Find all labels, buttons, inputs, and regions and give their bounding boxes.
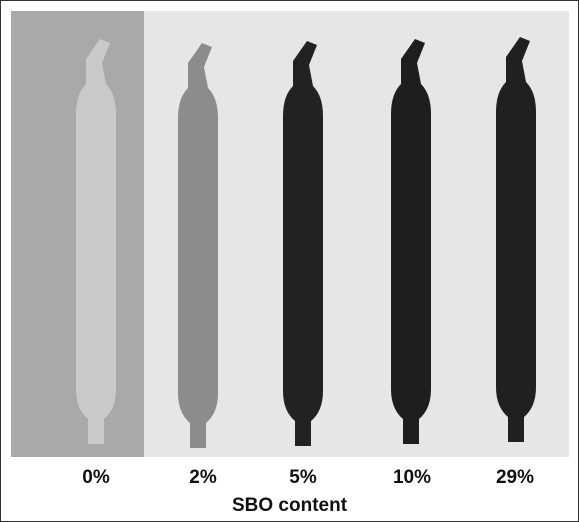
label: 10% [392, 467, 432, 488]
specimen [76, 39, 116, 444]
label: 5% [289, 467, 317, 488]
label: 2% [189, 467, 217, 488]
specimen [178, 43, 218, 448]
specimen [391, 39, 431, 444]
specimens [76, 37, 536, 448]
label: 0% [82, 467, 110, 488]
specimen [283, 41, 323, 446]
photo [11, 11, 569, 457]
label: 29% [495, 467, 535, 488]
specimen [496, 37, 536, 442]
caption: SBO content [231, 495, 348, 516]
